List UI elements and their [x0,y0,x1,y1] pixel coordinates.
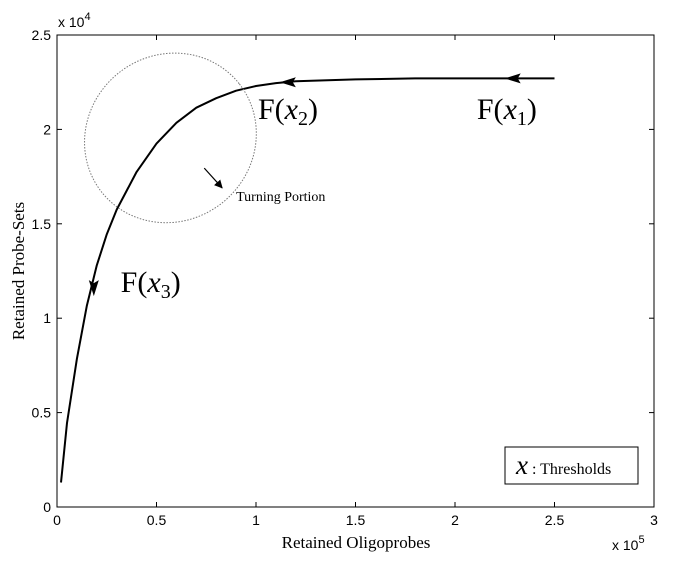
x-multiplier: x 105 [612,534,645,553]
x-tick-label: 2.5 [545,512,565,528]
plot-area [56,34,655,508]
x-tick-label: 1 [252,512,260,528]
y-axis-label: Retained Probe-Sets [9,202,28,340]
y-tick-label: 2 [43,121,51,137]
x-tick-label: 1.5 [346,512,366,528]
function-variable: x [503,93,518,126]
function-name: F( [258,93,285,126]
function-subscript: 3 [161,281,171,303]
function-close: ) [527,93,537,126]
y-tick-label: 1.5 [32,216,52,232]
function-variable: x [284,93,299,126]
function-name: F( [121,266,148,299]
function-name: F( [477,93,504,126]
x-tick-label: 3 [650,512,658,528]
legend-text: x : Thresholds [515,450,611,480]
function-label: F(x2) [258,93,318,130]
ticks-layer: 0 0.5 1 1.5 2 2.5 3 0 0.5 1 1.5 2 2.5 [32,27,659,528]
x-tick-label: 0 [53,512,61,528]
legend: x : Thresholds [504,446,639,485]
direction-arrow [504,73,521,84]
y-tick-label: 2.5 [32,27,52,43]
function-close: ) [171,266,181,299]
y-multiplier: x 104 [58,11,91,30]
y-tick-label: 1 [43,310,51,326]
legend-box [504,446,639,485]
turning-portion-ellipse [84,52,257,224]
x-axis-label: Retained Oligoprobes [282,533,431,552]
function-subscript: 2 [298,108,308,130]
annotation-layer: F(x1)F(x2)F(x3)Turning Portion [84,52,537,303]
y-tick-label: 0.5 [32,405,52,421]
series-line [60,77,555,483]
legend-label: : Thresholds [528,461,611,478]
function-label: F(x1) [477,93,537,130]
function-subscript: 1 [517,108,527,130]
legend-symbol: x [515,450,528,480]
x-tick-label: 0.5 [147,512,167,528]
turning-portion-label: Turning Portion [236,190,325,205]
direction-arrow [279,77,296,88]
direction-arrow [88,280,99,297]
y-tick-label: 0 [43,499,51,515]
turning-portion-arrow [203,167,223,189]
function-close: ) [308,93,318,126]
curve-layer [60,77,555,483]
x-tick-label: 2 [451,512,459,528]
function-label: F(x3) [121,266,181,303]
function-variable: x [146,266,161,299]
